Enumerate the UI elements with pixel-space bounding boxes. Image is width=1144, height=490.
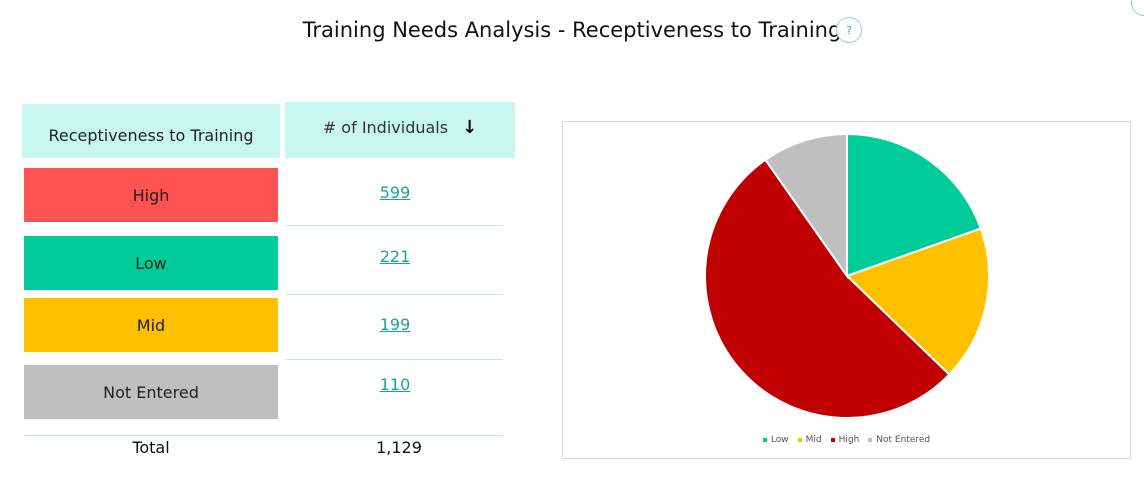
- legend-label: High: [838, 435, 860, 445]
- legend-label: Not Entered: [876, 435, 931, 445]
- pie-chart-svg: [704, 132, 990, 419]
- category-high: High: [24, 168, 278, 222]
- legend-swatch: [797, 438, 802, 442]
- legend-label: Low: [770, 435, 789, 445]
- arrow-down-icon[interactable]: ↓: [462, 116, 478, 138]
- count-not-entered-link[interactable]: 110: [379, 375, 411, 394]
- legend-swatch: [762, 438, 767, 442]
- category-low: Low: [24, 236, 278, 290]
- total-divider: [24, 435, 503, 436]
- legend-item-mid: Mid: [797, 435, 822, 445]
- header-count[interactable]: # of Individuals ↓: [285, 102, 515, 158]
- pie-slice-low[interactable]: [846, 132, 983, 278]
- legend-swatch: [868, 438, 873, 442]
- row-divider: [285, 294, 503, 295]
- row-divider: [285, 225, 503, 226]
- pie-slice-high[interactable]: [704, 158, 951, 419]
- legend-item-low: Low: [762, 435, 789, 445]
- legend-label: Mid: [805, 435, 822, 445]
- count-low-link[interactable]: 221: [379, 247, 411, 266]
- header-count-label: # of Individuals: [322, 117, 449, 137]
- category-not-entered: Not Entered: [24, 365, 278, 419]
- total-value: 1,129: [376, 438, 422, 457]
- pie-chart: Low Mid High Not Entered: [562, 121, 1131, 459]
- pie-slice-not-entered[interactable]: [764, 132, 848, 280]
- category-mid: Mid: [24, 298, 278, 352]
- legend-item-high: High: [830, 435, 860, 445]
- corner-button[interactable]: [1131, 0, 1144, 16]
- pie-slice-mid[interactable]: [845, 227, 990, 376]
- count-high-link[interactable]: 599: [379, 183, 411, 202]
- legend-item-not-entered: Not Entered: [868, 435, 930, 445]
- legend-swatch: [830, 438, 835, 442]
- help-button[interactable]: ?: [836, 17, 862, 43]
- total-label: Total: [132, 438, 170, 457]
- header-receptiveness: Receptiveness to Training: [22, 104, 280, 158]
- page-title: Training Needs Analysis - Receptiveness …: [302, 18, 842, 42]
- chart-legend: Low Mid High Not Entered: [563, 435, 1130, 445]
- count-mid-link[interactable]: 199: [379, 315, 411, 334]
- row-divider: [285, 359, 503, 360]
